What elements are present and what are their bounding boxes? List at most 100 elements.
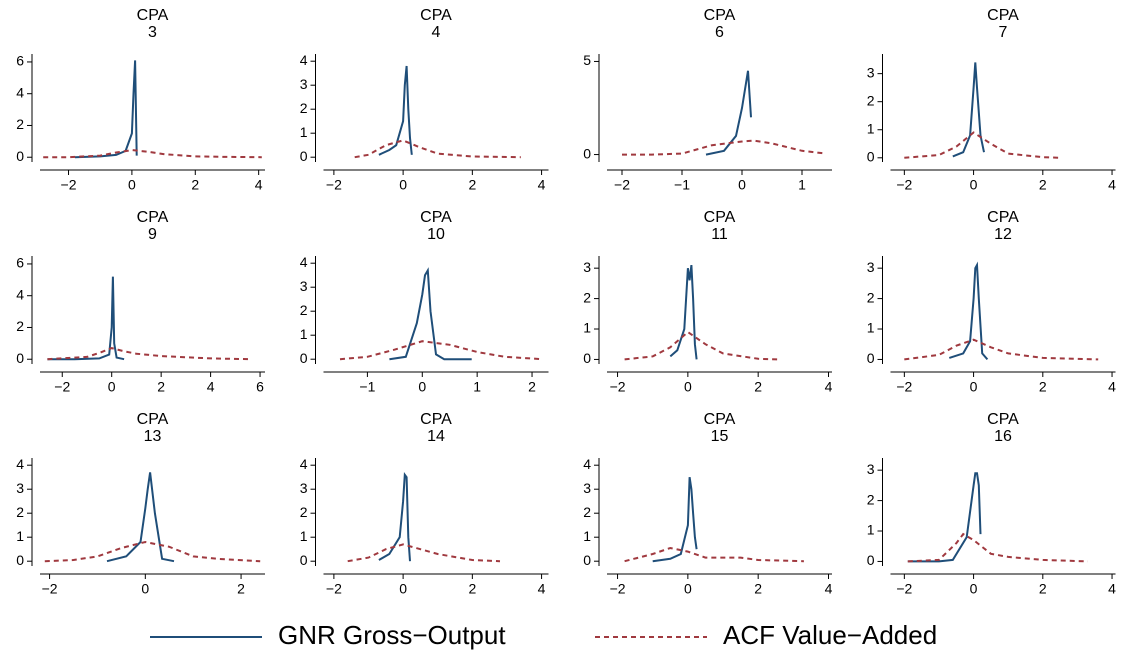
panel-title: CPA: [420, 411, 452, 428]
y-tick-label: 1: [867, 522, 875, 538]
x-tick-label: −2: [896, 177, 912, 193]
x-tick-label: 2: [754, 379, 762, 395]
y-tick-label: 0: [300, 350, 308, 366]
y-tick-label: 0: [16, 552, 24, 568]
x-tick-label: −1: [359, 379, 375, 395]
panel-title: CPA: [704, 7, 736, 24]
x-tick-label: 0: [970, 581, 978, 597]
x-tick-label: 2: [1039, 177, 1047, 193]
x-tick-label: −2: [896, 581, 912, 597]
panel-subtitle: 16: [994, 428, 1012, 445]
y-tick-label: 4: [16, 456, 24, 472]
y-tick-label: 2: [867, 92, 875, 108]
y-tick-label: 0: [300, 148, 308, 164]
series-line: [47, 276, 125, 361]
x-tick-label: 6: [256, 379, 264, 395]
y-tick-label: 3: [867, 461, 875, 477]
panel-subtitle: 12: [994, 226, 1012, 243]
x-tick-label: 2: [468, 581, 476, 597]
panel-title: CPA: [137, 7, 169, 24]
series-line: [907, 532, 1088, 563]
panel-subtitle: 6: [715, 24, 724, 41]
panel-subtitle: 10: [427, 226, 445, 243]
series-line: [44, 540, 261, 563]
y-tick-label: 5: [583, 52, 591, 68]
y-tick-label: 2: [16, 504, 24, 520]
panel-subtitle: 7: [999, 24, 1008, 41]
y-tick-label: 3: [300, 76, 308, 92]
series-line: [389, 267, 472, 361]
series-line: [339, 340, 544, 361]
y-tick-label: 3: [867, 64, 875, 80]
x-tick-label: −2: [614, 177, 630, 193]
panel-title: CPA: [987, 209, 1019, 226]
x-tick-label: 4: [1108, 177, 1116, 193]
x-tick-label: 0: [128, 177, 136, 193]
y-tick-label: 2: [16, 116, 24, 132]
x-tick-label: 4: [1108, 379, 1116, 395]
x-tick-label: 2: [191, 177, 199, 193]
x-tick-label: 0: [684, 379, 692, 395]
x-tick-label: 2: [237, 581, 245, 597]
y-tick-label: 4: [300, 52, 308, 68]
panel-title: CPA: [420, 7, 452, 24]
x-tick-label: −2: [326, 177, 342, 193]
x-tick-label: 4: [255, 177, 263, 193]
panel-subtitle: 9: [148, 226, 157, 243]
x-tick-label: 0: [108, 379, 116, 395]
y-tick-label: 3: [16, 480, 24, 496]
y-tick-label: 2: [300, 100, 308, 116]
series-line: [43, 149, 262, 159]
y-tick-label: 1: [867, 320, 875, 336]
y-tick-label: 0: [583, 350, 591, 366]
series-line: [952, 62, 985, 158]
x-tick-label: 2: [468, 177, 476, 193]
series-line: [624, 546, 804, 563]
y-tick-label: 1: [300, 528, 308, 544]
panel-title: CPA: [987, 7, 1019, 24]
y-tick-label: 3: [583, 480, 591, 496]
y-tick-label: 0: [583, 552, 591, 568]
panel-subtitle: 11: [711, 226, 728, 243]
x-tick-label: 0: [141, 581, 149, 597]
series-line: [669, 264, 698, 360]
series-line: [106, 472, 175, 563]
x-tick-label: 0: [684, 581, 692, 597]
x-tick-label: −2: [896, 379, 912, 395]
y-tick-label: 1: [16, 528, 24, 544]
y-tick-label: 0: [300, 552, 308, 568]
x-tick-label: −2: [54, 379, 70, 395]
y-tick-label: 6: [16, 53, 24, 69]
x-tick-label: 0: [418, 379, 426, 395]
series-line: [354, 139, 521, 159]
x-tick-label: 2: [157, 379, 165, 395]
series-line: [624, 330, 780, 361]
x-tick-label: −2: [42, 581, 58, 597]
y-tick-label: 0: [16, 148, 24, 164]
series-line: [904, 131, 1061, 159]
x-tick-label: −2: [61, 177, 77, 193]
y-tick-label: 4: [16, 286, 24, 302]
x-tick-label: 4: [825, 379, 833, 395]
y-tick-label: 0: [867, 552, 875, 568]
panel-title: CPA: [137, 209, 169, 226]
series-line: [622, 139, 827, 156]
y-tick-label: 4: [16, 84, 24, 100]
panel-subtitle: 14: [427, 428, 445, 445]
x-tick-label: 4: [1108, 581, 1116, 597]
x-tick-label: 2: [1039, 379, 1047, 395]
y-tick-label: 2: [300, 504, 308, 520]
x-tick-label: 1: [798, 177, 806, 193]
series-line: [705, 70, 752, 156]
y-tick-label: 2: [16, 318, 24, 334]
y-tick-label: 0: [867, 148, 875, 164]
y-tick-label: 1: [300, 124, 308, 140]
y-tick-label: 3: [583, 259, 591, 275]
series-line: [347, 543, 501, 563]
x-tick-label: 2: [528, 379, 536, 395]
panel-title: CPA: [420, 209, 452, 226]
x-tick-label: 0: [970, 177, 978, 193]
y-tick-label: 4: [300, 254, 308, 270]
series-line: [948, 261, 989, 361]
